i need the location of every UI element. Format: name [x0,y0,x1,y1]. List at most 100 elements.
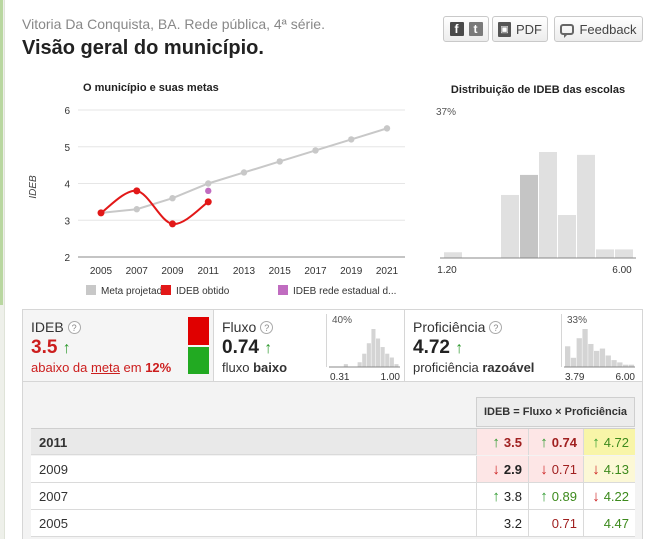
histogram-title: Distribuição de IDEB das escolas [451,84,625,96]
y-axis-label: IDEB [28,175,39,199]
ideb-description: abaixo da meta em 12% [31,360,171,375]
mini-histogram-max-label: 6.00 [616,372,636,382]
ideb-cell: ↑ 3.8 [476,483,528,509]
twitter-icon[interactable]: t [468,22,483,36]
ideb-obtido-point[interactable] [169,220,176,228]
legend-label: IDEB obtido [176,286,230,297]
proficiencia-panel: Proficiência ? 4.72 ↑ proficiência razoá… [404,309,643,382]
legend-label: IDEB rede estadual d... [293,286,396,297]
ideb-obtido-point[interactable] [204,198,212,206]
fluxo-cell: ↑ 0.74 [528,429,583,455]
status-green-block [188,347,209,374]
pdf-button[interactable]: ▣ PDF [492,16,548,42]
mini-histogram-bar [611,360,617,367]
proficiencia-desc-bold: razoável [482,360,535,375]
mini-histogram-min-label: 0.31 [330,372,350,382]
feedback-button-label: Feedback [579,21,637,37]
up-arrow-icon: ↑ [492,487,500,505]
ideb-label: IDEB [31,319,64,335]
proficiencia-value-cell: 4.13 [603,461,629,477]
table-row-2011: 2011 ↑ 3.5 ↑ 0.74 ↑ 4.72 [31,428,635,455]
proficiencia-value-cell: 4.22 [603,488,629,504]
meta-link[interactable]: meta [91,360,120,375]
formula-header: IDEB = Fluxo × Proficiência [476,397,635,427]
proficiencia-help-icon[interactable]: ? [489,320,503,334]
up-arrow-icon: ↑ [540,487,548,505]
mini-histogram-bar [385,353,390,367]
meta-projetada-point [169,195,176,202]
ideb-panel: IDEB ? 3.5 ↑ abaixo da meta em 12% [22,309,214,382]
ideb-value-cell: 2.9 [503,461,522,477]
ideb-obtido-point[interactable] [133,187,141,195]
x-tick-label: 2013 [233,266,256,277]
mini-histogram-bar [357,362,362,367]
x-tick-label: 2015 [269,266,292,277]
fluxo-cell: ↓ 0.71 [528,456,583,482]
ideb-obtido-point[interactable] [97,209,105,217]
ideb-distribution-chart: Distribuição de IDEB das escolas 37% 1.20… [436,84,636,276]
feedback-button[interactable]: Feedback [554,16,643,42]
down-arrow-icon: ↓ [592,487,600,505]
row-year: 2007 [39,489,68,504]
mini-histogram-bar [617,362,623,367]
histogram-min-label: 1.20 [437,265,457,276]
mini-histogram-min-label: 3.79 [565,372,585,382]
mini-histogram-bar [366,343,371,367]
histogram-bar [520,174,538,258]
histogram-bar [596,249,614,258]
meta-projetada-point [276,158,283,165]
down-arrow-icon: ↓ [592,460,600,478]
mini-histogram-bar [623,364,629,367]
mini-histogram-bar [594,350,600,367]
up-arrow-icon: ↑ [540,433,548,451]
histogram-bar [501,194,519,258]
facebook-icon[interactable]: f [449,22,464,36]
down-arrow-icon: ↓ [492,460,500,478]
histogram-bar [577,154,595,258]
fluxo-value-cell: 0.74 [551,434,577,450]
meta-projetada-point [205,180,212,187]
ideb-value: 3.5 [31,337,58,358]
mini-histogram-bar [343,364,348,367]
fluxo-help-icon[interactable]: ? [260,320,274,334]
mini-histogram-bar [362,353,367,367]
left-edge-highlight [0,0,3,305]
ideb-estadual-point[interactable] [205,187,212,195]
proficiencia-value-cell: 4.72 [603,434,629,450]
histogram-bar [558,215,576,258]
proficiencia-cell: ↑ 4.72 [583,429,635,455]
fluxo-desc-pre: fluxo [222,360,254,375]
left-edge-strip [0,0,5,539]
ideb-value-line: 3.5 ↑ [31,337,71,359]
histogram-max-x-label: 6.00 [612,265,632,276]
mini-histogram-top-label: 33% [567,315,587,326]
ideb-obtido-line [100,189,209,225]
mini-histogram-bar [389,357,394,367]
x-tick-label: 2007 [126,266,149,277]
meta-projetada-point [312,147,319,154]
proficiencia-desc-pre: proficiência [413,360,483,375]
fluxo-cell: ↑ 0.89 [528,483,583,509]
proficiencia-up-arrow-icon: ↑ [455,340,464,357]
up-arrow-icon: ↑ [592,433,600,451]
y-tick-label: 3 [64,216,70,227]
x-tick-label: 2009 [161,266,184,277]
meta-projetada-point [348,136,355,143]
proficiencia-value-line: 4.72 ↑ [413,337,463,359]
share-button[interactable]: f t [443,16,489,42]
mini-histogram-bar [565,346,571,367]
ideb-help-icon[interactable]: ? [67,320,81,334]
down-arrow-icon: ↓ [540,460,548,478]
histogram-bar [615,249,633,258]
x-tick-label: 2005 [90,266,113,277]
proficiencia-cell: ↓ 4.13 [583,456,635,482]
y-tick-label: 2 [64,253,70,264]
goals-line-chart: O município e suas metas 2 3 4 5 6 2005 2007 20… [28,82,405,297]
proficiencia-value-cell: 4.47 [603,515,629,531]
fluxo-value: 0.74 [222,337,259,358]
mini-histogram-bar [576,338,582,367]
fluxo-value-line: 0.74 ↑ [222,337,272,359]
table-row-2005: 2005 3.2 0.71 4.47 [31,510,635,537]
ideb-history-table: IDEB = Fluxo × Proficiência 2011 ↑ 3.5 ↑ 0… [22,382,643,539]
x-tick-label: 2011 [197,266,219,277]
